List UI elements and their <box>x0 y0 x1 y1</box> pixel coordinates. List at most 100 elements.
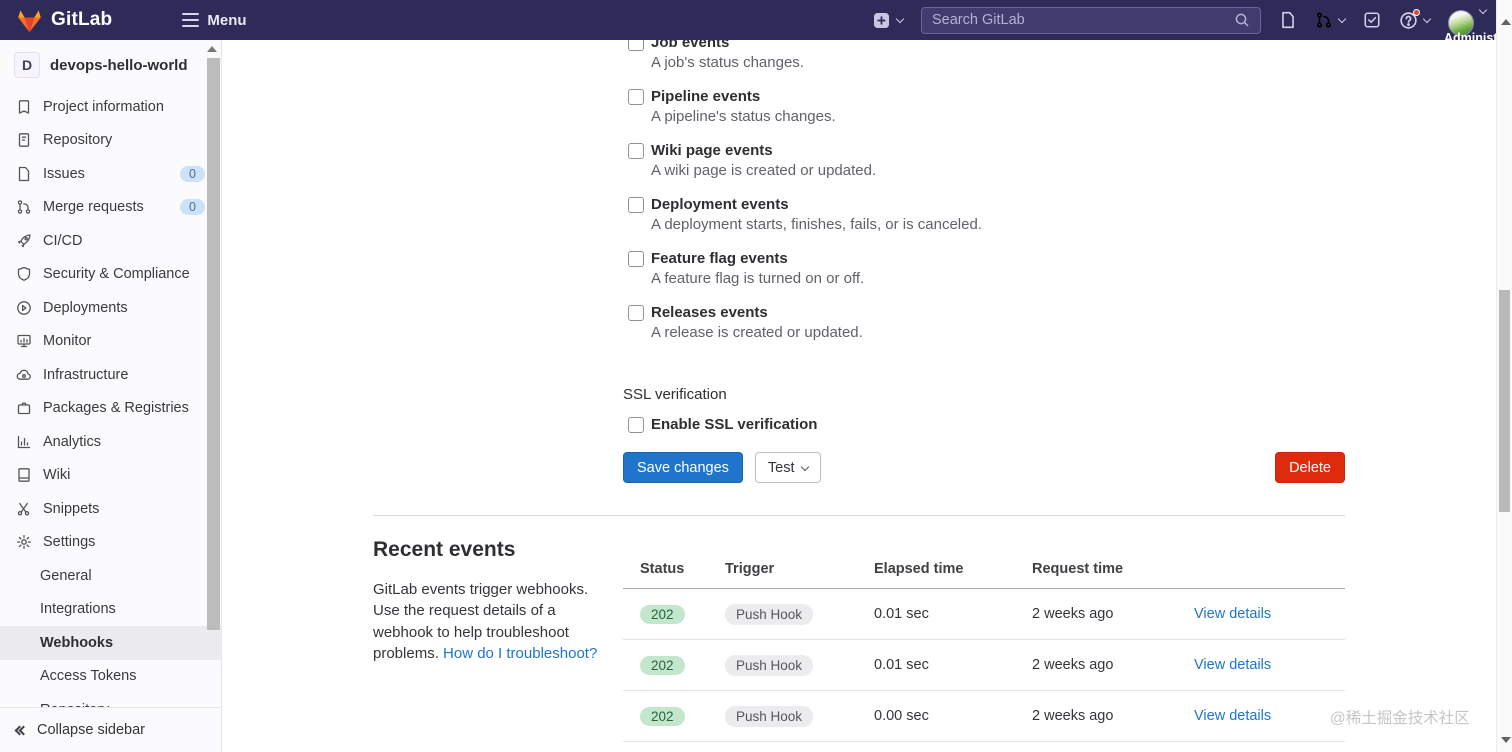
releases-events-checkbox[interactable] <box>628 304 644 321</box>
table-row: 202 Push Hook 0.01 sec 2 weeks ago View … <box>623 589 1345 640</box>
todo-list-icon[interactable] <box>1363 11 1381 29</box>
scrollbar-thumb[interactable] <box>1499 290 1510 512</box>
user-name: Administrator <box>1444 30 1496 41</box>
view-details-link[interactable]: View details <box>1194 657 1272 673</box>
search-input[interactable] <box>932 12 1226 28</box>
scissors-icon <box>17 502 30 516</box>
merge-requests-dropdown[interactable] <box>1315 11 1347 29</box>
watermark: @稀土掘金技术社区 <box>1330 710 1470 727</box>
pipeline-events-checkbox[interactable] <box>628 88 644 105</box>
sidebar-scrollbar[interactable] <box>207 58 220 630</box>
deployment-events-checkbox[interactable] <box>628 196 644 213</box>
status-badge: 202 <box>640 655 685 675</box>
delete-button[interactable]: Delete <box>1275 452 1345 483</box>
recent-events-table: Status Trigger Elapsed time Request time… <box>623 550 1345 742</box>
job-events-checkbox[interactable] <box>628 40 644 51</box>
recent-events-title: Recent events <box>373 538 516 561</box>
collapse-icon <box>14 721 29 739</box>
sidebar-subitem-access-tokens[interactable]: Access Tokens <box>40 668 137 685</box>
chevron-down-icon <box>1478 5 1488 14</box>
sidebar-item-snippets[interactable]: Snippets <box>0 492 221 526</box>
wiki-book-icon <box>18 468 30 483</box>
sidebar-item-security-compliance[interactable]: Security & Compliance <box>0 258 221 292</box>
column-header-trigger: Trigger <box>725 561 775 577</box>
section-divider <box>373 515 1345 516</box>
sidebar-item-project-information[interactable]: Project information <box>0 90 221 124</box>
user-menu[interactable]: Administrator <box>1444 5 1496 40</box>
merge-request-icon <box>1316 12 1332 28</box>
sidebar-item-issues[interactable]: Issues 0 <box>0 157 221 191</box>
help-dropdown[interactable] <box>1399 8 1432 30</box>
sidebar-item-label: Wiki <box>43 467 71 484</box>
monitor-icon <box>17 335 31 348</box>
table-row: 202 Push Hook 0.01 sec 2 weeks ago View … <box>623 640 1345 691</box>
sidebar-item-packages-registries[interactable]: Packages & Registries <box>0 392 221 426</box>
sidebar-item-monitor[interactable]: Monitor <box>0 325 221 359</box>
new-item-dropdown[interactable] <box>873 12 905 29</box>
rocket-icon <box>17 234 31 247</box>
event-row-wiki-page-events: Wiki page events A wiki page is created … <box>628 142 1328 179</box>
sidebar-subitem-repository[interactable]: Repository <box>0 693 221 707</box>
sidebar-item-label: Snippets <box>43 500 100 517</box>
plus-icon <box>874 12 889 28</box>
sidebar-subitem-webhooks[interactable]: Webhooks <box>0 626 221 660</box>
sidebar-item-analytics[interactable]: Analytics <box>0 425 221 459</box>
enable-ssl-verification-checkbox[interactable] <box>628 416 644 433</box>
sidebar-subitem-integrations[interactable]: Integrations <box>40 601 116 618</box>
issues-icon[interactable] <box>1279 11 1297 29</box>
sidebar-item-infrastructure[interactable]: Infrastructure <box>0 358 221 392</box>
table-row: 202 Push Hook 0.00 sec 2 weeks ago View … <box>623 691 1345 742</box>
event-row-job-events: Job events A job's status changes. <box>628 40 1328 71</box>
sidebar-item-label: Security & Compliance <box>43 266 190 283</box>
test-dropdown-button[interactable]: Test <box>754 452 821 483</box>
sidebar-item-wiki[interactable]: Wiki <box>0 459 221 493</box>
gitlab-home-link[interactable]: GitLab <box>16 7 112 34</box>
sidebar-item-repository[interactable]: Repository <box>0 124 221 158</box>
sidebar-item-cicd[interactable]: CI/CD <box>0 224 221 258</box>
global-search[interactable] <box>921 6 1261 34</box>
sidebar-item-label: Deployments <box>43 299 128 316</box>
chevron-down-icon <box>895 14 905 23</box>
sidebar-item-merge-requests[interactable]: Merge requests 0 <box>0 191 221 225</box>
merge-request-icon <box>17 200 31 214</box>
scroll-down-arrow[interactable] <box>1501 737 1511 743</box>
trigger-badge: Push Hook <box>725 654 814 676</box>
troubleshoot-help-link[interactable]: How do I troubleshoot? <box>443 644 598 662</box>
help-icon <box>1399 8 1420 30</box>
main-content: Job events A job's status changes. Pipel… <box>222 40 1496 752</box>
trigger-badge: Push Hook <box>725 705 814 727</box>
user-avatar <box>1448 9 1474 36</box>
project-header[interactable]: D devops-hello-world <box>0 40 221 90</box>
sidebar-item-label: Repository <box>43 132 113 149</box>
wiki-page-events-checkbox[interactable] <box>628 142 644 159</box>
page-scrollbar[interactable] <box>1496 0 1512 752</box>
sidebar-item-settings[interactable]: Settings <box>0 526 221 560</box>
chart-icon <box>17 435 31 448</box>
top-navbar: GitLab Menu <box>0 0 1496 40</box>
save-changes-button[interactable]: Save changes <box>623 452 743 483</box>
view-details-link[interactable]: View details <box>1194 708 1272 724</box>
project-name: devops-hello-world <box>50 56 188 74</box>
sidebar-subitem-general[interactable]: General <box>40 567 92 584</box>
table-header-row: Status Trigger Elapsed time Request time <box>623 550 1345 589</box>
scroll-up-arrow[interactable] <box>1501 19 1511 25</box>
feature-flag-events-checkbox[interactable] <box>628 250 644 267</box>
package-icon <box>17 402 31 415</box>
sidebar-scroll-up-arrow[interactable] <box>207 46 217 52</box>
menu-button[interactable]: Menu <box>182 12 247 29</box>
issues-count-badge: 0 <box>180 165 205 182</box>
cloud-gear-icon <box>16 369 31 380</box>
collapse-sidebar-button[interactable]: Collapse sidebar <box>0 707 222 752</box>
book-icon <box>18 99 30 114</box>
chevron-down-icon <box>1422 14 1432 23</box>
gitlab-logo-text: GitLab <box>51 9 113 30</box>
sidebar-item-deployments[interactable]: Deployments <box>0 291 221 325</box>
form-actions: Save changes Test Delete <box>623 452 1345 483</box>
gear-icon <box>16 535 32 550</box>
view-details-link[interactable]: View details <box>1194 606 1272 622</box>
status-badge: 202 <box>640 604 685 624</box>
column-header-elapsed-time: Elapsed time <box>874 561 964 577</box>
event-row-pipeline-events: Pipeline events A pipeline's status chan… <box>628 88 1328 125</box>
notification-dot <box>1413 8 1420 16</box>
